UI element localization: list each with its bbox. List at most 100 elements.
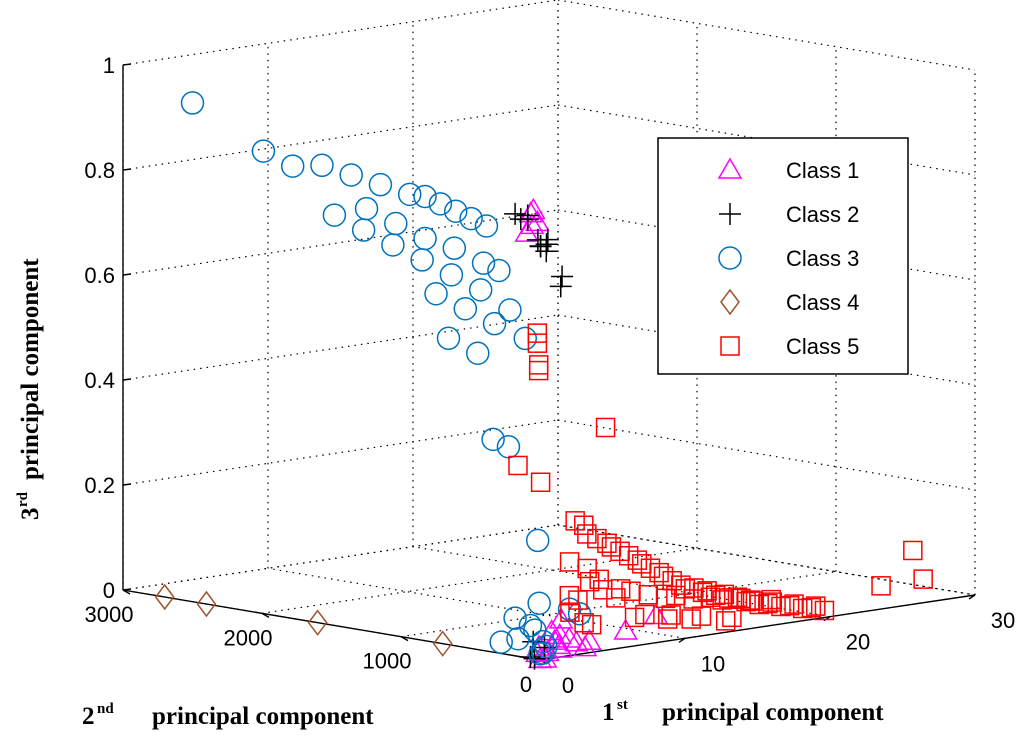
data-point bbox=[535, 233, 558, 256]
data-point bbox=[559, 585, 580, 606]
data-point bbox=[801, 597, 822, 618]
grid-line-y bbox=[400, 571, 837, 638]
data-point bbox=[528, 360, 549, 381]
legend-item: Class 3 bbox=[718, 246, 859, 271]
grid-line-z bbox=[122, 419, 559, 486]
data-point bbox=[579, 571, 600, 592]
data-point bbox=[574, 613, 594, 633]
y-tick-mark bbox=[261, 612, 270, 618]
data-point bbox=[613, 618, 638, 640]
points-layer bbox=[154, 91, 933, 670]
data-point bbox=[503, 606, 527, 630]
data-point bbox=[428, 192, 453, 216]
data-point bbox=[436, 326, 461, 351]
z-tick-mark bbox=[122, 483, 132, 486]
z-axis-ordinal: 3 bbox=[17, 508, 44, 521]
data-point bbox=[513, 326, 537, 351]
data-point bbox=[671, 575, 691, 595]
data-point bbox=[504, 202, 527, 225]
series-4 bbox=[154, 583, 453, 657]
data-point bbox=[482, 311, 507, 336]
data-point bbox=[518, 613, 543, 638]
data-point bbox=[761, 589, 781, 610]
x-tick-label: 30 bbox=[991, 608, 1015, 633]
y-tick-mark bbox=[400, 636, 409, 642]
x-tick-label: 20 bbox=[846, 630, 870, 655]
data-point bbox=[635, 604, 655, 625]
data-point bbox=[691, 606, 712, 626]
z-tick-labels: 0 0.2 0.4 0.6 0.8 1 bbox=[84, 53, 115, 603]
data-point bbox=[758, 593, 778, 614]
data-point bbox=[516, 208, 539, 231]
y-axis-line bbox=[122, 589, 541, 661]
legend-label: Class 5 bbox=[786, 334, 859, 359]
legend: Class 1 Class 2 Class 3 Class 4 Class 5 bbox=[657, 137, 909, 375]
z-tick-label: 0 bbox=[103, 578, 115, 603]
x-tick-labels: 0 10 20 30 bbox=[562, 608, 1015, 698]
data-point bbox=[351, 218, 376, 242]
data-point bbox=[530, 472, 551, 492]
data-point bbox=[593, 580, 613, 600]
series-2 bbox=[504, 202, 574, 670]
data-point bbox=[714, 584, 735, 605]
legend-item: Class 5 bbox=[720, 334, 859, 359]
data-point bbox=[595, 417, 616, 438]
z-tick-label: 0.6 bbox=[84, 263, 115, 288]
legend-label: Class 1 bbox=[786, 158, 859, 183]
data-point bbox=[444, 199, 468, 223]
data-point bbox=[549, 275, 572, 298]
legend-marker bbox=[717, 157, 743, 179]
grid-line-x bbox=[267, 567, 686, 639]
z-tick-mark bbox=[122, 588, 132, 591]
x-axis-label: principal component bbox=[662, 699, 884, 726]
z-tick-mark bbox=[122, 168, 132, 171]
data-point bbox=[519, 212, 545, 235]
grid-line-z bbox=[122, 104, 559, 171]
legend-items: Class 1 Class 2 Class 3 Class 4 Class 5 bbox=[717, 157, 859, 359]
data-point bbox=[577, 558, 597, 579]
data-point bbox=[468, 278, 493, 302]
data-point bbox=[339, 163, 363, 187]
data-point bbox=[559, 552, 580, 572]
data-point bbox=[700, 587, 721, 608]
data-point bbox=[814, 600, 835, 621]
y-axis-ordinal: 2 bbox=[82, 703, 95, 730]
z-tick-mark bbox=[122, 273, 132, 276]
y-tick-label: 3000 bbox=[85, 602, 134, 627]
data-point bbox=[413, 184, 437, 209]
data-point bbox=[196, 590, 217, 618]
z-axis-sup: rd bbox=[15, 491, 31, 507]
data-point bbox=[638, 585, 659, 605]
z-tick-mark bbox=[122, 63, 132, 66]
x-axis-line bbox=[539, 594, 976, 661]
data-point bbox=[661, 605, 681, 625]
grid-line-z bbox=[122, 209, 559, 276]
x-tick-label: 0 bbox=[562, 673, 574, 698]
grid-line-z bbox=[557, 419, 976, 491]
z-tick-label: 1 bbox=[103, 53, 115, 78]
y-tick-label: 0 bbox=[520, 672, 532, 697]
data-point bbox=[442, 236, 467, 260]
data-point bbox=[722, 607, 742, 628]
data-point bbox=[487, 258, 511, 283]
data-point bbox=[606, 588, 626, 608]
x-tick-mark bbox=[678, 637, 686, 643]
data-point bbox=[527, 333, 548, 353]
data-point bbox=[547, 622, 572, 645]
data-point bbox=[525, 528, 550, 553]
legend-label: Class 3 bbox=[786, 246, 859, 271]
data-point bbox=[506, 626, 530, 651]
z-tick-label: 0.2 bbox=[84, 473, 115, 498]
y-tick-labels: 0 1000 2000 3000 bbox=[85, 602, 533, 697]
data-point bbox=[384, 211, 408, 236]
data-point bbox=[649, 562, 669, 583]
data-point bbox=[354, 196, 379, 221]
data-point bbox=[871, 576, 891, 596]
data-point bbox=[903, 540, 923, 561]
data-point bbox=[657, 609, 678, 629]
data-point bbox=[154, 583, 175, 611]
series-5 bbox=[508, 323, 933, 635]
legend-item: Class 4 bbox=[720, 288, 859, 316]
x-axis-title: 1 st principal component bbox=[602, 697, 884, 726]
data-point bbox=[381, 233, 405, 257]
